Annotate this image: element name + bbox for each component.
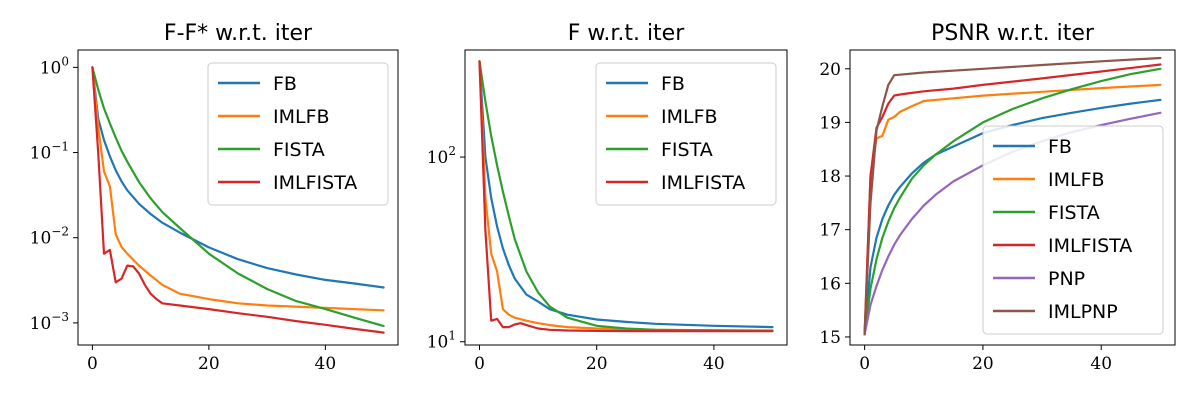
x-tick-label: 40	[315, 354, 337, 374]
y-tick-label: 17	[819, 221, 841, 241]
y-tick-exponent: 1	[448, 329, 456, 343]
series-line-imlfb	[863, 83, 1162, 336]
series-line-imlfista	[91, 66, 385, 334]
legend: FB IMLFB FISTA IMLFISTA	[207, 62, 389, 206]
x-tick-label: 20	[198, 354, 220, 374]
series-line-fista	[863, 67, 1162, 336]
series-line-imlfista	[478, 60, 774, 333]
y-tick-label: 16	[819, 274, 841, 294]
legend-label: FB	[273, 73, 297, 95]
chart-title: F-F* w.r.t. iter	[164, 21, 313, 46]
y-tick-label: 19	[819, 113, 841, 133]
y-tick-label: 10−2	[30, 225, 69, 249]
y-tick-exponent: −3	[51, 310, 69, 324]
legend-label: FB	[661, 73, 685, 95]
y-tick-base: 10	[40, 58, 62, 78]
x-tick-label: 40	[703, 354, 725, 374]
series-line-fista	[478, 60, 774, 332]
y-tick-label: 10−1	[30, 140, 69, 164]
legend-label: IMLFISTA	[273, 172, 357, 194]
x-tick-label: 0	[87, 354, 98, 374]
y-tick-base: 10	[30, 144, 52, 164]
legend-label: IMLFB	[661, 106, 718, 128]
legend-label: IMLFISTA	[661, 172, 745, 194]
y-tick-label: 10−3	[30, 310, 69, 334]
legend-label: IMLPNP	[1048, 301, 1118, 323]
series-line-imlfb	[91, 66, 385, 312]
y-tick-exponent: 0	[61, 54, 69, 68]
axes-frame	[464, 49, 788, 346]
y-tick-label: 100	[40, 54, 69, 78]
chart-title: F w.r.t. iter	[568, 21, 686, 46]
y-tick-base: 10	[427, 148, 449, 168]
y-tick-exponent: −2	[51, 225, 69, 239]
y-tick-base: 10	[427, 333, 449, 353]
legend-frame	[595, 62, 777, 206]
legend-label: IMLFB	[1048, 169, 1105, 191]
legend-label: PNP	[1048, 268, 1085, 290]
y-tick-label: 15	[819, 328, 841, 348]
legend: FB IMLFB FISTA IMLFISTA PNP IMLPNP	[982, 125, 1164, 335]
y-tick-label: 101	[427, 329, 456, 353]
y-tick-exponent: −1	[51, 140, 69, 154]
x-tick-label: 20	[972, 354, 994, 374]
axes-frame	[77, 49, 399, 346]
y-tick-label: 18	[819, 167, 841, 187]
series-line-imlpnp	[863, 56, 1162, 336]
y-tick-label: 102	[427, 144, 456, 168]
x-tick-label: 20	[586, 354, 608, 374]
x-tick-label: 40	[1090, 354, 1112, 374]
legend-label: IMLFISTA	[1048, 235, 1132, 257]
series-line-fb	[91, 66, 385, 289]
y-tick-label: 20	[819, 60, 841, 80]
y-tick-base: 10	[30, 314, 52, 334]
y-tick-exponent: 2	[448, 144, 456, 158]
series-line-fista	[91, 66, 385, 328]
x-tick-label: 0	[474, 354, 485, 374]
legend-label: FISTA	[661, 139, 713, 161]
legend: FB IMLFB FISTA IMLFISTA	[595, 62, 777, 206]
axes-frame	[849, 49, 1176, 346]
series-line-fb	[478, 60, 774, 329]
legend-label: IMLFB	[273, 106, 330, 128]
y-tick-base: 10	[30, 229, 52, 249]
chart-title: PSNR w.r.t. iter	[931, 21, 1095, 46]
legend-label: FISTA	[273, 139, 325, 161]
legend-label: FB	[1048, 136, 1072, 158]
chart-panel-3: PSNR w.r.t. iter 0 20 40 15 16 17 18 19 20 FB IMLFB…	[819, 21, 1176, 374]
legend-label: FISTA	[1048, 202, 1100, 224]
x-tick-label: 0	[859, 354, 870, 374]
legend-frame	[207, 62, 389, 206]
